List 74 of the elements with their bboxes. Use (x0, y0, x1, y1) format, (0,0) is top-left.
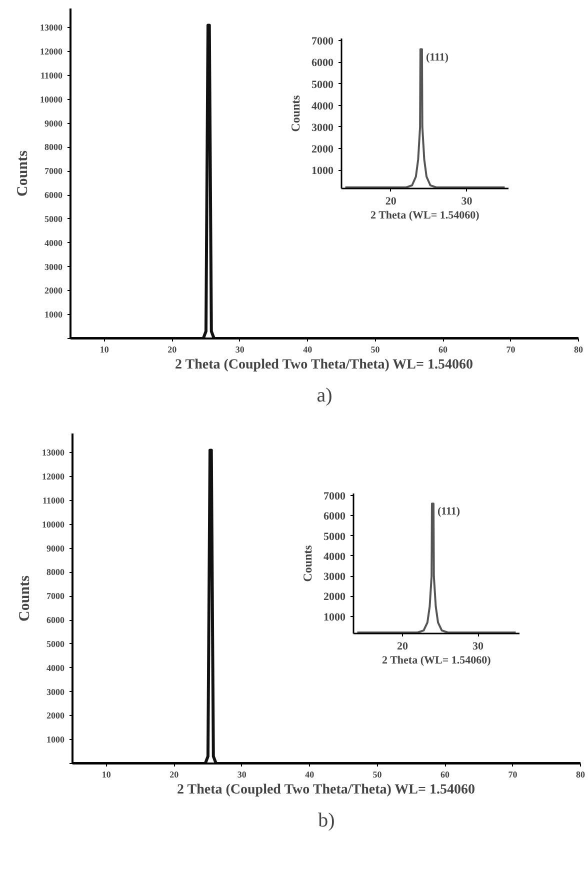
y-tick-label: 5000 (44, 214, 63, 224)
x-tick-label: 40 (303, 344, 313, 354)
y-axis-title: Counts (300, 544, 314, 582)
x-tick-label: 10 (102, 770, 112, 780)
x-tick-label: 30 (237, 770, 247, 780)
y-tick-label: 5000 (312, 78, 334, 91)
y-axis-title: Counts (288, 94, 302, 132)
y-tick-label: 4000 (312, 100, 334, 112)
x-axis-title: 2 Theta (Coupled Two Theta/Theta) WL= 1.54060 (176, 782, 475, 798)
x-tick-label: 30 (235, 344, 245, 354)
y-axis-title: Counts (15, 150, 31, 196)
y-tick-label: 8000 (44, 142, 63, 152)
x-tick-label: 80 (574, 344, 584, 354)
line-series (344, 48, 506, 188)
y-tick-label: 3000 (312, 122, 334, 134)
x-tick-label: 70 (506, 344, 516, 354)
y-tick-label: 3000 (46, 686, 65, 697)
x-tick-label: 30 (472, 640, 484, 652)
text: b) (318, 810, 335, 832)
y-tick-label: 7000 (324, 490, 346, 503)
y-tick-label: 9000 (44, 118, 63, 128)
y-tick-label: 2000 (46, 710, 65, 721)
y-tick-label: 7000 (44, 166, 63, 176)
y-tick-label: 4000 (324, 550, 346, 563)
text: a) (316, 384, 332, 406)
y-tick-label: 1000 (312, 165, 334, 178)
y-tick-label: 6000 (324, 510, 346, 523)
line-series (356, 502, 517, 634)
y-tick-label: 4000 (46, 662, 65, 673)
y-tick-label: 1000 (46, 734, 65, 745)
y-tick-label: 2000 (44, 286, 63, 296)
x-axis-title: 2 Theta (Coupled Two Theta/Theta) WL= 1.54060 (174, 358, 473, 372)
x-tick-label: 10 (100, 344, 110, 354)
x-axis-title: 2 Theta (WL= 1.54060) (382, 654, 492, 666)
x-tick-label: 20 (385, 196, 397, 208)
y-tick-label: 5000 (46, 638, 65, 649)
x-tick-label: 60 (440, 770, 450, 780)
y-tick-label: 13000 (40, 22, 63, 33)
x-tick-label: 20 (397, 640, 409, 652)
y-tick-label: 11000 (40, 70, 63, 80)
x-tick-label: 70 (508, 770, 518, 780)
y-tick-label: 12000 (40, 46, 63, 57)
y-tick-label: 6000 (312, 57, 334, 70)
x-axis-title: 2 Theta (WL= 1.54060) (370, 210, 480, 222)
y-tick-label: 5000 (324, 530, 346, 543)
annotation: (111) (437, 506, 460, 518)
y-tick-label: 8000 (46, 567, 65, 578)
x-tick-label: 60 (438, 344, 448, 354)
x-tick-label: 30 (461, 196, 473, 208)
y-tick-label: 6000 (44, 190, 63, 200)
y-tick-label: 10000 (40, 94, 63, 104)
y-tick-label: 2000 (324, 591, 346, 604)
x-tick-label: 50 (372, 770, 382, 780)
annotation: (111) (426, 51, 449, 64)
y-tick-label: 11000 (42, 495, 65, 506)
y-tick-label: 6000 (46, 615, 65, 626)
x-tick-label: 50 (370, 344, 380, 354)
x-tick-label: 40 (305, 770, 315, 780)
y-tick-label: 10000 (42, 519, 65, 530)
y-tick-label: 1000 (324, 611, 346, 624)
x-tick-label: 20 (170, 770, 180, 780)
y-tick-label: 3000 (44, 262, 63, 272)
y-tick-label: 1000 (44, 310, 63, 320)
y-tick-label: 13000 (42, 448, 65, 458)
y-tick-label: 3000 (324, 571, 346, 584)
y-tick-label: 7000 (46, 591, 65, 602)
x-tick-label: 80 (576, 770, 586, 780)
y-tick-label: 4000 (44, 238, 63, 248)
x-tick-label: 20 (168, 344, 178, 354)
y-axis-title: Counts (17, 575, 33, 622)
y-tick-label: 9000 (46, 543, 65, 554)
y-tick-label: 12000 (42, 472, 65, 482)
y-tick-label: 2000 (312, 144, 334, 156)
y-tick-label: 7000 (312, 36, 334, 48)
